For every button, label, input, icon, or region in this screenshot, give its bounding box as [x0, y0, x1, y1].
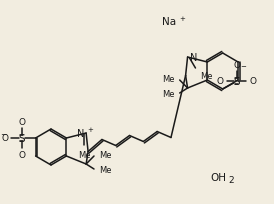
Text: O: O — [18, 150, 25, 159]
Text: O: O — [249, 77, 256, 86]
Text: OH: OH — [211, 172, 227, 182]
Text: Me: Me — [162, 75, 175, 84]
Text: N: N — [190, 53, 197, 63]
Text: Me: Me — [78, 150, 90, 159]
Text: −: − — [0, 130, 6, 139]
Text: O: O — [18, 118, 25, 126]
Text: Me: Me — [99, 151, 112, 160]
Text: +: + — [179, 16, 185, 22]
Text: Me: Me — [200, 72, 213, 81]
Text: +: + — [87, 126, 93, 132]
Text: S: S — [19, 133, 25, 143]
Text: S: S — [233, 77, 240, 86]
Text: −: − — [241, 64, 246, 70]
Text: O: O — [233, 61, 240, 70]
Text: N: N — [77, 128, 84, 138]
Text: Me: Me — [99, 166, 112, 175]
Text: Na: Na — [162, 17, 176, 27]
Text: O: O — [2, 134, 9, 143]
Text: 2: 2 — [229, 176, 234, 185]
Text: Me: Me — [162, 90, 175, 99]
Text: O: O — [217, 77, 224, 86]
